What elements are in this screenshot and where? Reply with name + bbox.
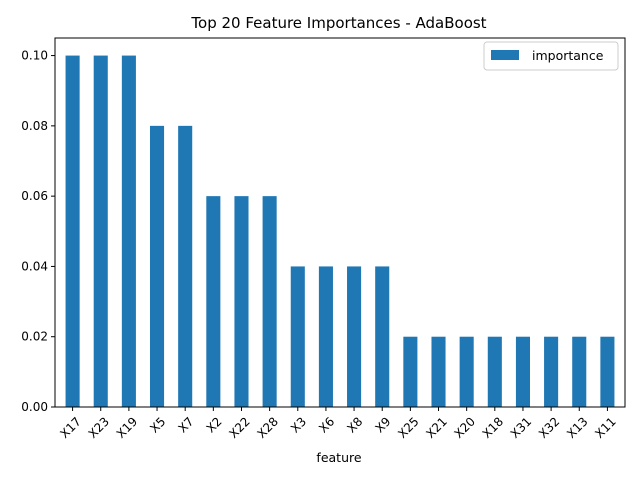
bar-x2	[206, 196, 221, 407]
bar-x28	[262, 196, 277, 407]
bar-x25	[403, 336, 418, 407]
y-tick-label: 0.08	[21, 119, 48, 133]
bars-group	[65, 55, 615, 408]
bar-x17	[65, 55, 80, 407]
bar-x31	[515, 336, 530, 407]
bar-x3	[290, 266, 305, 407]
y-tick-label: 0.10	[21, 49, 48, 63]
bar-x6	[318, 266, 333, 407]
y-tick-label: 0.00	[21, 400, 48, 414]
y-tick-label: 0.06	[21, 189, 48, 203]
y-axis-ticks: 0.00 0.02 0.04 0.06 0.08 0.10	[21, 49, 55, 414]
bar-x32	[544, 336, 559, 407]
bar-x19	[121, 55, 136, 407]
x-axis-label: feature	[316, 450, 361, 465]
y-tick-label: 0.02	[21, 330, 48, 344]
bar-x22	[234, 196, 249, 407]
bar-x8	[347, 266, 362, 407]
legend: importance	[483, 41, 619, 71]
bar-x21	[431, 336, 446, 407]
bar-x11	[600, 336, 615, 407]
bar-x9	[375, 266, 390, 407]
plot-frame	[54, 37, 626, 408]
legend-swatch	[491, 50, 519, 60]
legend-box	[483, 41, 619, 71]
bar-x5	[150, 125, 165, 408]
bar-x7	[178, 125, 193, 408]
bar-x20	[459, 336, 474, 407]
legend-label: importance	[532, 48, 604, 63]
chart-title: Top 20 Feature Importances - AdaBoost	[190, 14, 486, 32]
bar-x18	[487, 336, 502, 407]
bar-x23	[93, 55, 108, 407]
y-tick-label: 0.04	[21, 259, 48, 273]
bar-x13	[572, 336, 587, 407]
